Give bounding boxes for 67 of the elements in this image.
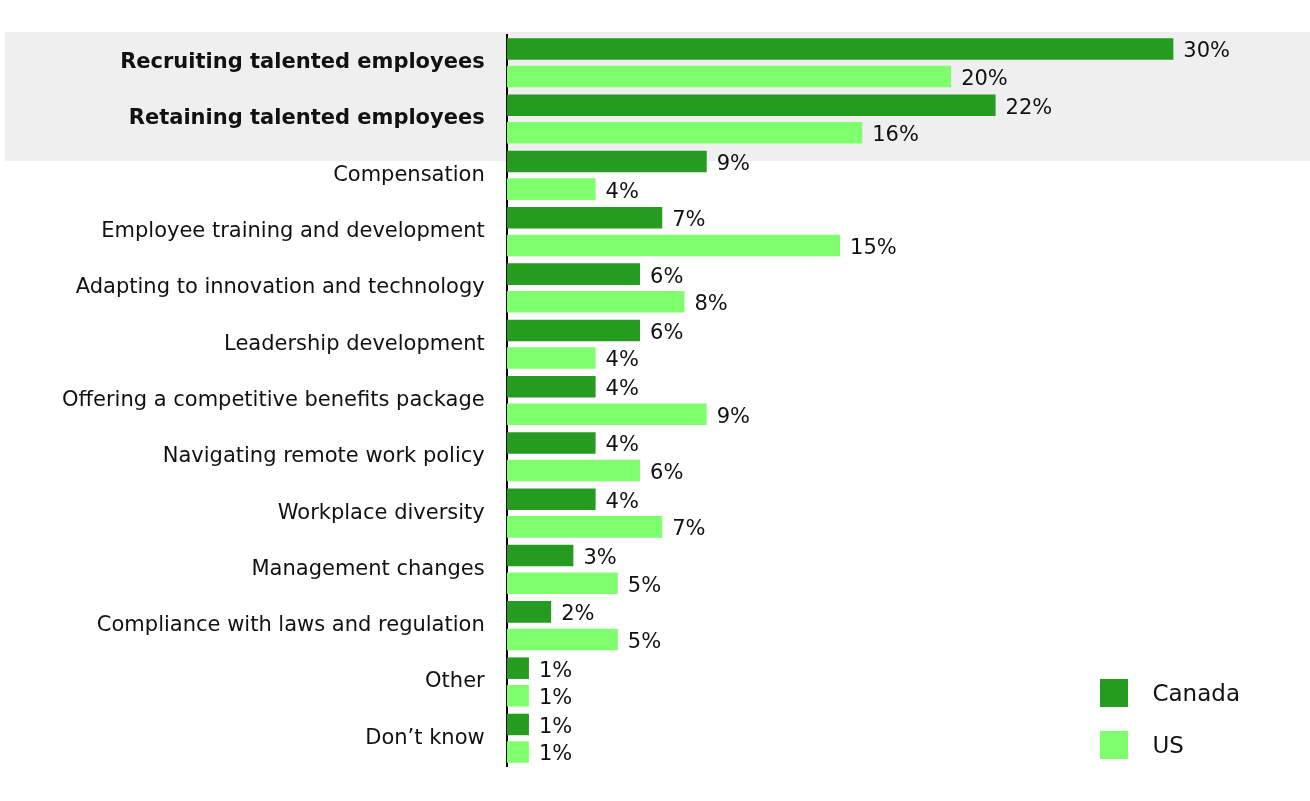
y-tick-label: Other bbox=[425, 668, 486, 693]
bar bbox=[506, 375, 596, 398]
bar bbox=[506, 403, 707, 426]
bar bbox=[506, 347, 596, 369]
data-label: 8% bbox=[694, 291, 728, 316]
data-label: 7% bbox=[672, 516, 706, 541]
data-label: 1% bbox=[538, 713, 573, 738]
y-tick-label: Leadership development bbox=[224, 330, 485, 355]
bar bbox=[506, 234, 841, 257]
data-label: 9% bbox=[716, 403, 751, 428]
data-label: 4% bbox=[605, 432, 639, 457]
data-label: 5% bbox=[627, 628, 662, 653]
bar bbox=[506, 207, 663, 229]
bar bbox=[506, 122, 863, 144]
bar bbox=[506, 319, 641, 342]
data-label: 7% bbox=[672, 207, 706, 232]
bar bbox=[506, 601, 552, 623]
data-label: 5% bbox=[627, 572, 662, 597]
data-label: 4% bbox=[605, 488, 639, 513]
data-label: 15% bbox=[850, 234, 897, 259]
data-label: 1% bbox=[538, 741, 573, 766]
y-tick-label: Compensation bbox=[333, 161, 485, 186]
bar bbox=[506, 572, 618, 594]
data-label: 6% bbox=[650, 263, 684, 288]
bar bbox=[506, 488, 596, 511]
data-label: 30% bbox=[1183, 38, 1231, 63]
data-label: 16% bbox=[872, 122, 919, 147]
bar bbox=[506, 685, 529, 707]
bar bbox=[506, 263, 641, 285]
bar bbox=[506, 741, 529, 763]
data-label: 6% bbox=[650, 319, 684, 344]
data-label: 4% bbox=[605, 376, 639, 401]
data-label: 4% bbox=[605, 347, 639, 372]
bar bbox=[506, 38, 1174, 60]
data-label: 22% bbox=[1005, 94, 1053, 119]
y-tick-label: Adapting to innovation and technology bbox=[75, 274, 485, 299]
bar bbox=[506, 290, 685, 313]
bar bbox=[506, 94, 996, 116]
data-label: 2% bbox=[561, 601, 595, 626]
bar bbox=[506, 516, 663, 538]
bar bbox=[506, 432, 596, 454]
bar bbox=[506, 713, 529, 736]
bar bbox=[506, 657, 529, 679]
data-label: 20% bbox=[961, 65, 1008, 90]
legend-label: Canada bbox=[1152, 680, 1240, 706]
y-tick-label: Recruiting talented employees bbox=[120, 49, 485, 74]
bar bbox=[506, 544, 574, 567]
y-tick-label: Don’t know bbox=[365, 724, 485, 749]
bar bbox=[506, 459, 641, 482]
legend-label: US bbox=[1152, 732, 1184, 758]
bar bbox=[506, 628, 618, 651]
data-label: 1% bbox=[538, 685, 573, 710]
data-label: 1% bbox=[538, 657, 573, 682]
y-tick-label: Navigating remote work policy bbox=[162, 443, 485, 468]
y-tick-label: Offering a competitive benefits package bbox=[62, 386, 485, 411]
bar bbox=[506, 65, 952, 88]
data-label: 3% bbox=[583, 545, 617, 570]
y-tick-label: Compliance with laws and regulation bbox=[96, 612, 485, 637]
y-tick-label: Workplace diversity bbox=[277, 499, 485, 524]
data-label: 6% bbox=[650, 460, 684, 485]
bar bbox=[506, 150, 707, 173]
y-tick-label: Employee training and development bbox=[101, 218, 485, 243]
y-tick-label: Retaining talented employees bbox=[128, 105, 485, 130]
data-label: 4% bbox=[605, 178, 639, 203]
y-tick-label: Management changes bbox=[251, 555, 485, 580]
bar bbox=[506, 178, 596, 200]
data-label: 9% bbox=[716, 150, 751, 175]
